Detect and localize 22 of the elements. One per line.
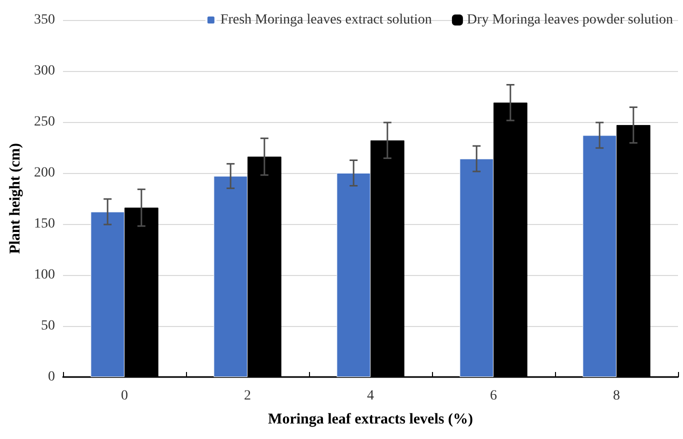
x-tick-label: 6: [490, 388, 497, 404]
bar: [90, 212, 124, 377]
x-tick-label: 4: [367, 388, 374, 404]
x-tick-label: 8: [613, 388, 620, 404]
y-tick-label: 350: [34, 12, 55, 28]
y-tick-label: 150: [34, 216, 55, 232]
bar: [460, 158, 494, 377]
y-tick-label: 0: [48, 370, 55, 384]
y-tick-label: 300: [34, 64, 55, 78]
bar: [582, 135, 616, 377]
y-axis-title: Plant height (cm): [8, 143, 24, 254]
y-tick-label: 250: [34, 114, 55, 130]
y-tick-label: 200: [34, 166, 55, 180]
bar: [336, 173, 370, 377]
legend-label: Fresh Moringa leaves extract solution: [220, 12, 432, 28]
legend-label: Dry Moringa leaves powder solution: [466, 12, 674, 28]
bar: [214, 176, 248, 377]
y-tick-label: 100: [34, 268, 55, 282]
y-tick-label: 50: [41, 318, 55, 334]
x-axis-title: Moringa leaf extracts levels (%): [268, 412, 473, 428]
x-tick-label: 2: [244, 388, 251, 404]
x-tick-label: 0: [121, 388, 128, 404]
